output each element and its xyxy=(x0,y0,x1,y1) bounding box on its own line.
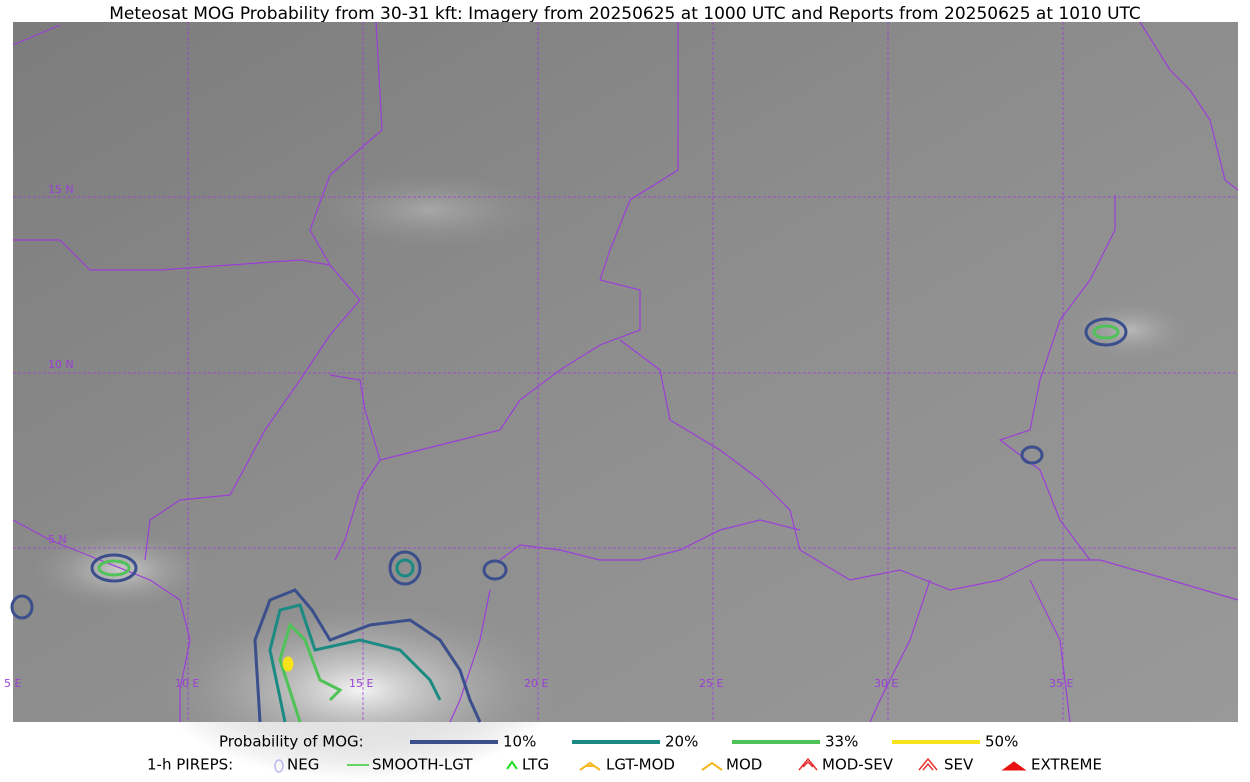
legend-label: LGT-MOD xyxy=(606,756,675,774)
lat-label: 15 N xyxy=(48,183,74,196)
legend-label: 10% xyxy=(503,733,536,751)
title: Meteosat MOG Probability from 30-31 kft:… xyxy=(109,4,1141,24)
legend-label: 20% xyxy=(665,733,698,751)
lon-label: 25 E xyxy=(699,677,723,690)
contours xyxy=(10,317,1128,723)
legend-title: Probability of MOG: xyxy=(219,733,364,751)
pirep-icon xyxy=(701,761,723,771)
legend-title: 1-h PIREPS: xyxy=(147,756,233,774)
legend-label: NEG xyxy=(287,756,319,774)
legend-label: 33% xyxy=(825,733,858,751)
legend-label: LTG xyxy=(522,756,549,774)
borders xyxy=(12,21,1239,723)
lon-label: 35 E xyxy=(1049,677,1073,690)
lon-label: 20 E xyxy=(524,677,548,690)
legend: Probability of MOG: 10% 20% 33% 50% 1-h PIREP… xyxy=(147,733,1102,774)
legend-label: SEV xyxy=(944,756,974,774)
pirep-icon xyxy=(579,761,601,771)
legend-label: MOD-SEV xyxy=(822,756,894,774)
pirep-icon xyxy=(1001,761,1027,771)
legend-label: MOD xyxy=(726,756,762,774)
lon-label: 10 E xyxy=(175,677,199,690)
grid xyxy=(13,22,1238,722)
lon-label: 5 E xyxy=(4,677,21,690)
pirep-icon xyxy=(918,757,938,771)
lon-label: 15 E xyxy=(349,677,373,690)
pirep-icon xyxy=(506,760,518,770)
legend-label: 50% xyxy=(985,733,1018,751)
lon-label: 30 E xyxy=(874,677,898,690)
legend-label: SMOOTH-LGT xyxy=(372,756,473,774)
map: 15 N 10 N 5 N 5 E 10 E 15 E 20 E 25 E 30 E 35 E xyxy=(4,21,1239,780)
pirep-icon xyxy=(274,759,284,773)
legend-label: EXTREME xyxy=(1031,756,1102,774)
pirep-icon xyxy=(798,757,818,771)
lat-label: 5 N xyxy=(48,533,67,546)
lat-label: 10 N xyxy=(48,358,74,371)
